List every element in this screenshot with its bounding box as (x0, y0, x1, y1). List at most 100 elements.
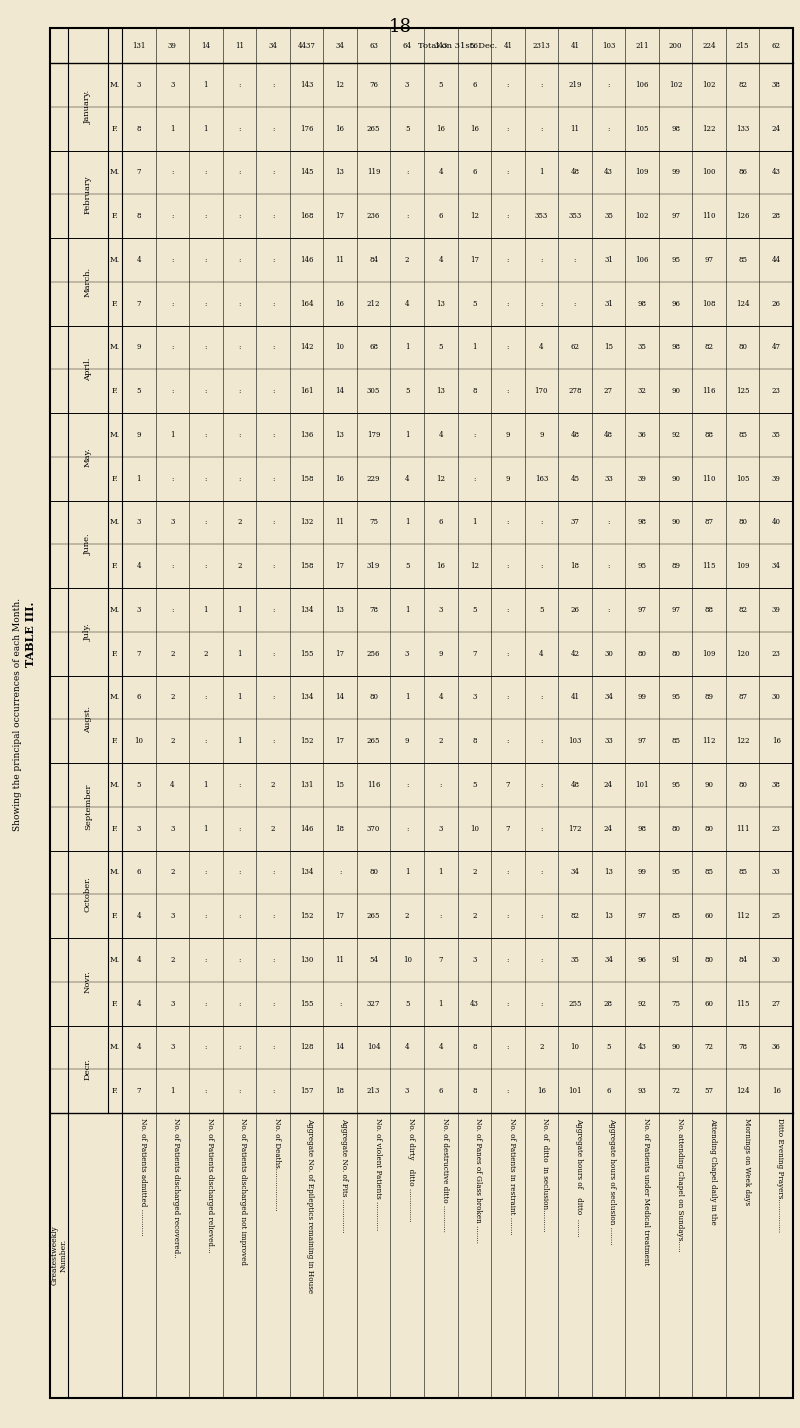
Text: 1: 1 (204, 124, 208, 133)
Text: No. of  ditto  in seclusion..........: No. of ditto in seclusion.......... (542, 1118, 550, 1231)
Text: 57: 57 (705, 1087, 714, 1095)
Text: 8: 8 (472, 1087, 477, 1095)
Text: 4: 4 (405, 300, 410, 307)
Text: Attending Chapel daily in the: Attending Chapel daily in the (709, 1118, 717, 1225)
Text: 17: 17 (470, 256, 478, 264)
Text: 126: 126 (736, 213, 750, 220)
Text: 10: 10 (335, 343, 345, 351)
Text: :: : (574, 256, 576, 264)
Text: 7: 7 (137, 300, 141, 307)
Text: 8: 8 (472, 387, 477, 396)
Text: 16: 16 (436, 563, 446, 570)
Text: :: : (272, 124, 274, 133)
Text: :: : (506, 213, 509, 220)
Text: 110: 110 (702, 213, 716, 220)
Text: :: : (205, 1087, 207, 1095)
Text: 161: 161 (300, 387, 314, 396)
Text: 48: 48 (570, 169, 579, 177)
Text: 36: 36 (772, 1044, 781, 1051)
Text: M.: M. (110, 343, 120, 351)
Text: 97: 97 (638, 605, 646, 614)
Text: 23: 23 (772, 650, 781, 658)
Text: 90: 90 (705, 781, 714, 788)
Text: 12: 12 (470, 563, 478, 570)
Text: 278: 278 (568, 387, 582, 396)
Text: 24: 24 (604, 781, 613, 788)
Text: 5: 5 (405, 387, 410, 396)
Text: :: : (540, 124, 542, 133)
Text: 131: 131 (132, 41, 146, 50)
Text: 95: 95 (671, 694, 680, 701)
Text: 39: 39 (638, 474, 646, 483)
Text: 30: 30 (772, 955, 781, 964)
Text: 87: 87 (705, 518, 714, 527)
Text: :: : (506, 387, 509, 396)
Text: No. of Patients discharged recovered..: No. of Patients discharged recovered.. (172, 1118, 180, 1258)
Text: :: : (506, 694, 509, 701)
Text: :: : (238, 1044, 241, 1051)
Text: 80: 80 (638, 650, 646, 658)
Text: 2: 2 (170, 955, 174, 964)
Text: 17: 17 (335, 912, 345, 920)
Text: 16: 16 (470, 124, 478, 133)
Text: 41: 41 (570, 41, 579, 50)
Text: 1: 1 (438, 1000, 443, 1008)
Text: :: : (540, 737, 542, 745)
Text: 115: 115 (702, 563, 716, 570)
Text: 8: 8 (137, 124, 141, 133)
Text: 13: 13 (436, 300, 445, 307)
Text: 7: 7 (137, 650, 141, 658)
Text: :: : (171, 343, 174, 351)
Text: :: : (238, 1000, 241, 1008)
Text: 305: 305 (367, 387, 380, 396)
Text: June.: June. (84, 534, 92, 555)
Text: 54: 54 (369, 955, 378, 964)
Text: 97: 97 (671, 605, 680, 614)
Text: :: : (272, 1087, 274, 1095)
Text: Novr.: Novr. (84, 970, 92, 994)
Text: 101: 101 (568, 1087, 582, 1095)
Text: 43: 43 (638, 1044, 646, 1051)
Text: :: : (540, 955, 542, 964)
Text: 14: 14 (335, 387, 345, 396)
Text: 16: 16 (335, 474, 345, 483)
Text: 134: 134 (300, 868, 314, 877)
Text: 2: 2 (170, 694, 174, 701)
Text: :: : (607, 605, 610, 614)
Text: F.: F. (112, 912, 118, 920)
Text: 119: 119 (367, 169, 380, 177)
Text: 158: 158 (300, 474, 314, 483)
Text: :: : (238, 387, 241, 396)
Text: 12: 12 (470, 213, 478, 220)
Text: 1: 1 (237, 694, 242, 701)
Text: 2: 2 (539, 1044, 544, 1051)
Text: F.: F. (112, 824, 118, 833)
Text: 31: 31 (604, 300, 613, 307)
Text: 219: 219 (568, 81, 582, 89)
Text: No. of Patients in restraint ........: No. of Patients in restraint ........ (508, 1118, 516, 1235)
Text: 4437: 4437 (298, 41, 315, 50)
Text: 1: 1 (204, 824, 208, 833)
Text: 7: 7 (438, 955, 443, 964)
Text: 134: 134 (300, 605, 314, 614)
Text: 1: 1 (237, 650, 242, 658)
Text: 1: 1 (237, 737, 242, 745)
Text: :: : (540, 81, 542, 89)
Text: :: : (272, 650, 274, 658)
Text: 163: 163 (534, 474, 548, 483)
Text: 3: 3 (472, 955, 477, 964)
Text: 104: 104 (367, 1044, 380, 1051)
Text: 152: 152 (300, 737, 314, 745)
Text: 9: 9 (506, 474, 510, 483)
Text: No. attending Chapel on Sundays.....: No. attending Chapel on Sundays..... (675, 1118, 683, 1251)
Text: 43: 43 (604, 169, 613, 177)
Text: 34: 34 (604, 955, 613, 964)
Text: :: : (205, 343, 207, 351)
Text: 6: 6 (438, 1087, 443, 1095)
Text: :: : (506, 124, 509, 133)
Text: 26: 26 (570, 605, 579, 614)
Text: :: : (272, 300, 274, 307)
Text: :: : (205, 563, 207, 570)
Text: 26: 26 (772, 300, 781, 307)
Text: 2: 2 (270, 781, 275, 788)
